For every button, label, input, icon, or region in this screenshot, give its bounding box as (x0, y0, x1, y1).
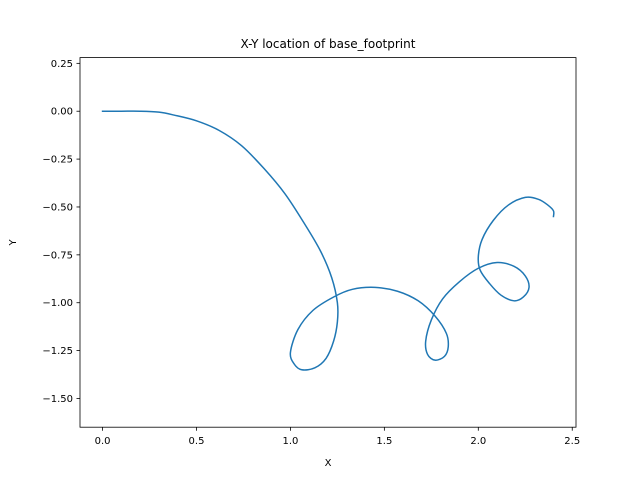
x-tick-label: 2.5 (564, 436, 580, 447)
y-tick-label: −1.50 (42, 394, 73, 405)
y-tick-label: −1.00 (42, 298, 73, 309)
y-tick-label: −0.50 (42, 202, 73, 213)
y-axis: 0.25 0.00 −0.25 −0.50 −0.75 −1.00 −1.25 −1.50 (42, 59, 80, 405)
x-tick-label: 1.0 (282, 436, 298, 447)
x-tick-label: 0.5 (189, 436, 205, 447)
plot-frame (79, 57, 577, 428)
y-tick-label: −0.75 (42, 250, 73, 261)
y-axis-label: Y (8, 238, 19, 246)
x-tick-label: 2.0 (470, 436, 486, 447)
y-tick-label: 0.25 (51, 59, 73, 70)
series-line-0 (101, 110, 555, 371)
chart-title: X-Y location of base_footprint (241, 37, 416, 51)
x-axis-label: X (325, 458, 332, 469)
x-tick-label: 1.5 (376, 436, 392, 447)
y-tick-label: 0.00 (51, 107, 73, 118)
x-axis: 0.0 0.5 1.0 1.5 2.0 2.5 (95, 427, 580, 447)
x-tick-label: 0.0 (95, 436, 111, 447)
y-tick-label: −1.25 (42, 346, 73, 357)
y-tick-label: −0.25 (42, 155, 73, 166)
